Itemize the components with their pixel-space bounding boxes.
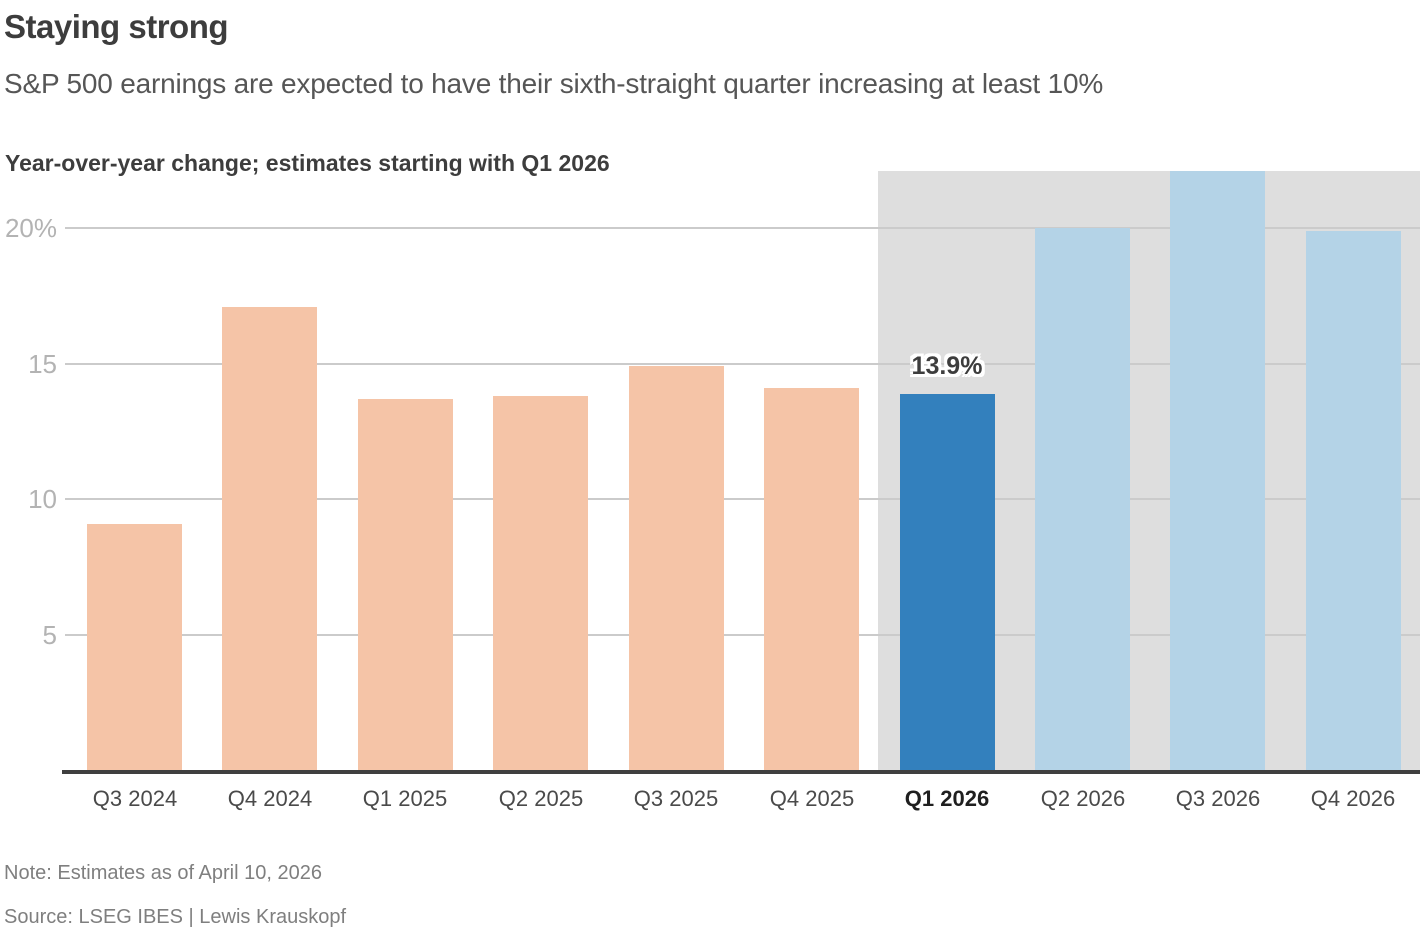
- y-tick-label-5: 5: [42, 620, 57, 650]
- bar-q2-2026: [1035, 228, 1130, 770]
- x-axis-label-q3-2026: Q3 2026: [1175, 786, 1261, 811]
- gridline-20: [65, 227, 1420, 229]
- bar-q3-2024: [87, 524, 182, 770]
- x-axis-label-q1-2026: Q1 2026: [904, 786, 990, 811]
- bar-q2-2025: [493, 396, 588, 770]
- x-axis-label-q4-2025: Q4 2025: [769, 786, 855, 811]
- y-tick-label-15: 15: [28, 349, 57, 379]
- y-tick-label-20: 20%: [4, 213, 57, 243]
- gridline-5: [65, 634, 1420, 636]
- bar-q1-2026: [900, 394, 995, 770]
- gridline-15: [65, 363, 1420, 365]
- highlight-bar-value-label: 13.9%: [911, 352, 983, 380]
- bar-q3-2025: [629, 366, 724, 770]
- x-axis-label-q3-2025: Q3 2025: [633, 786, 719, 811]
- bar-q4-2025: [764, 388, 859, 770]
- note-text: Note: Estimates as of April 10, 2026: [4, 862, 322, 884]
- x-axis-label-q2-2025: Q2 2025: [498, 786, 584, 811]
- x-axis-baseline: [62, 770, 1420, 774]
- x-axis-label-q3-2024: Q3 2024: [92, 786, 178, 811]
- gridline-10: [65, 498, 1420, 500]
- chart-title: Staying strong: [4, 8, 229, 45]
- y-tick-label-10: 10: [28, 484, 57, 514]
- bar-q4-2026: [1306, 231, 1401, 770]
- x-axis-label-q2-2026: Q2 2026: [1040, 786, 1126, 811]
- bar-q1-2025: [358, 399, 453, 770]
- axis-units-label: Year-over-year change; estimates startin…: [5, 150, 610, 176]
- source-text: Source: LSEG IBES | Lewis Krauskopf: [4, 906, 347, 928]
- bar-q4-2024: [222, 307, 317, 770]
- x-axis-label-q1-2025: Q1 2025: [362, 786, 448, 811]
- x-axis-label-q4-2026: Q4 2026: [1310, 786, 1396, 811]
- x-axis-label-q4-2024: Q4 2024: [227, 786, 313, 811]
- chart-subtitle: S&P 500 earnings are expected to have th…: [4, 68, 1104, 99]
- bar-q3-2026: [1170, 171, 1265, 770]
